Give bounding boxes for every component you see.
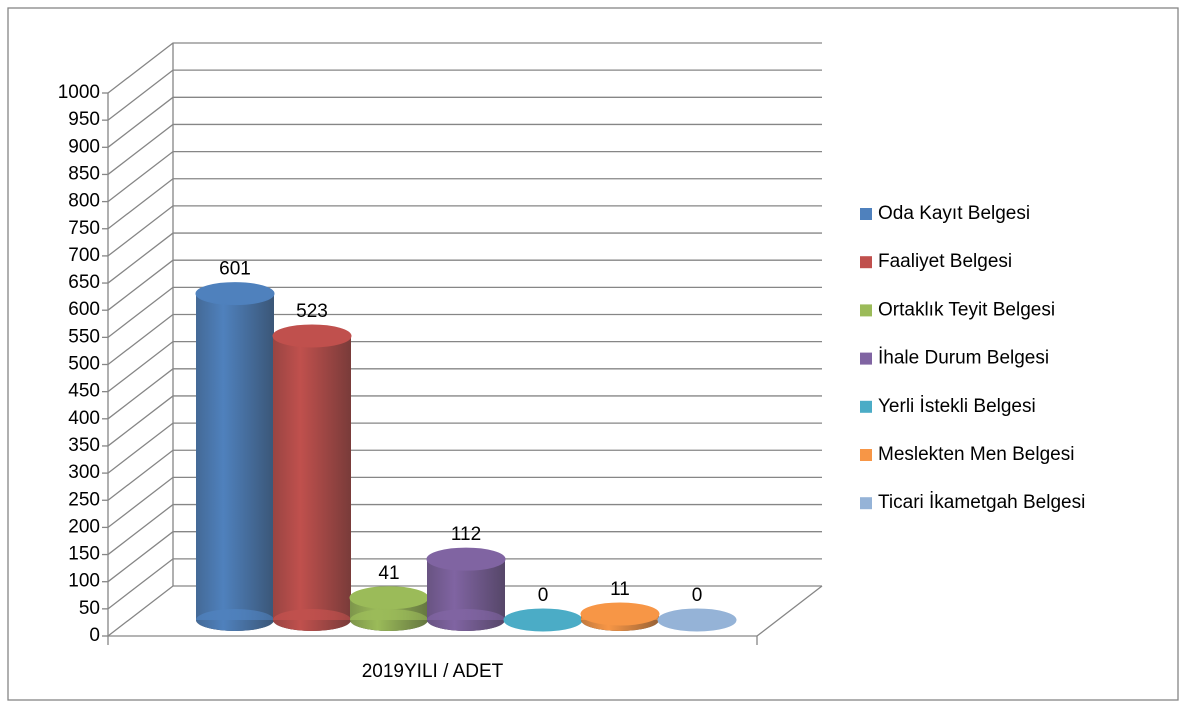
- y-tick-label: 900: [68, 136, 100, 157]
- data-label: 41: [378, 563, 399, 584]
- legend-swatch: [860, 208, 872, 220]
- y-tick-label: 0: [89, 625, 100, 646]
- bar-top: [349, 586, 429, 610]
- y-tick-label: 700: [68, 245, 100, 266]
- y-tick-label: 250: [68, 489, 100, 510]
- legend-swatch: [860, 400, 872, 413]
- legend-swatch: [860, 256, 872, 269]
- data-label: 523: [296, 301, 328, 322]
- y-tick-label: 550: [68, 326, 100, 347]
- bar-base: [273, 609, 351, 631]
- data-label: 11: [610, 579, 630, 600]
- y-tick-label: 1000: [58, 82, 100, 103]
- bar: [196, 293, 274, 620]
- y-tick-label: 450: [68, 381, 100, 402]
- y-tick-label: 500: [68, 354, 100, 375]
- y-tick-label: 200: [68, 516, 100, 537]
- bar-top: [272, 324, 352, 348]
- data-label: 0: [692, 585, 703, 606]
- data-label: 0: [538, 585, 549, 606]
- data-label: 601: [219, 259, 251, 280]
- legend-label: Yerli İstekli Belgesi: [878, 396, 1036, 417]
- y-tick-label: 950: [68, 109, 100, 130]
- bar-top: [426, 547, 506, 571]
- legend-swatch: [860, 449, 872, 461]
- legend-label: Oda Kayıt Belgesi: [878, 203, 1030, 224]
- y-tick-label: 400: [68, 408, 100, 429]
- bar-top: [657, 608, 737, 632]
- legend-swatch: [860, 497, 872, 510]
- legend-swatch: [860, 304, 872, 317]
- y-tick-label: 750: [68, 218, 100, 239]
- y-tick-label: 50: [79, 598, 100, 619]
- bar-base: [427, 609, 505, 631]
- y-tick-label: 350: [68, 435, 100, 456]
- legend-label: Ortaklık Teyit Belgesi: [878, 299, 1055, 320]
- y-tick-label: 300: [68, 462, 100, 483]
- bar-top: [580, 602, 660, 626]
- y-tick-label: 150: [68, 544, 100, 565]
- legend-swatch: [860, 352, 872, 365]
- legend-label: Meslekten Men Belgesi: [878, 444, 1074, 465]
- data-label: 112: [451, 524, 481, 545]
- bar-top: [195, 282, 275, 306]
- y-tick-label: 600: [68, 299, 100, 320]
- bar-top: [503, 608, 583, 632]
- y-tick-label: 100: [68, 571, 100, 592]
- x-tick-label: 2019YILI / ADET: [362, 661, 504, 682]
- bar-base: [196, 609, 274, 631]
- legend-label: Faaliyet Belgesi: [878, 251, 1012, 272]
- y-tick-label: 650: [68, 272, 100, 293]
- y-tick-label: 800: [68, 191, 100, 212]
- bar-base: [350, 609, 428, 631]
- legend-label: İhale Durum Belgesi: [878, 348, 1049, 369]
- bar: [273, 336, 351, 620]
- y-tick-label: 850: [68, 163, 100, 184]
- legend-label: Ticari İkametgah Belgesi: [878, 492, 1085, 513]
